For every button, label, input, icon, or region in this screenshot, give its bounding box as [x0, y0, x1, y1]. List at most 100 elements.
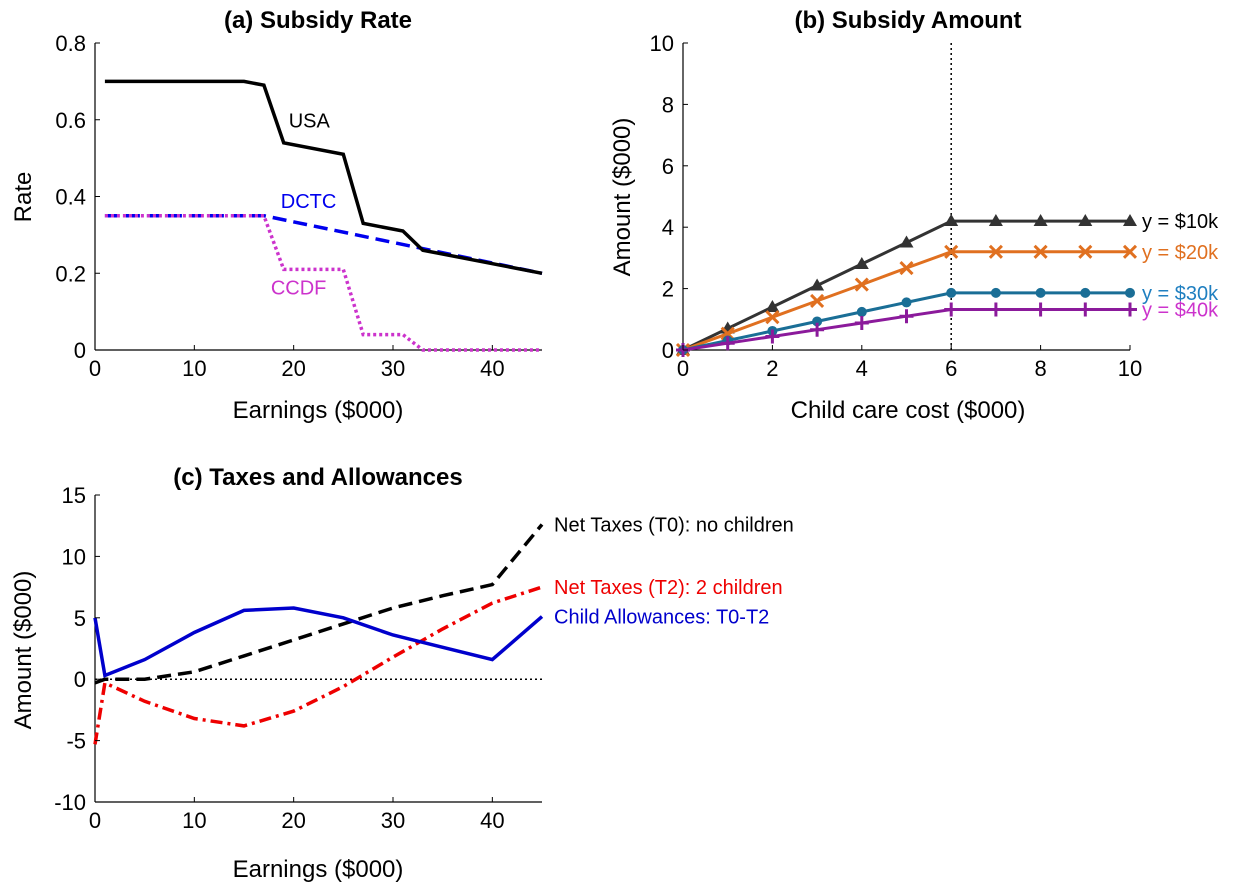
- y-tick-label: 0: [74, 667, 86, 692]
- series-marker-y-20k: [854, 277, 869, 292]
- series-marker-y-10k: [944, 214, 959, 227]
- series-marker-y-10k: [1078, 214, 1093, 227]
- series-marker-y-30k: [990, 287, 1001, 298]
- series-marker-y-10k: [854, 257, 869, 270]
- series-line-ccdf: [104, 213, 542, 352]
- y-tick-label: 4: [662, 215, 674, 240]
- series-marker-y-20k: [765, 310, 780, 325]
- panel-b-ylabel: Amount ($000): [609, 118, 636, 277]
- series-marker-y-30k: [1125, 287, 1135, 298]
- y-tick-label: 5: [74, 606, 86, 631]
- panel-b-label-20k: y = $20k: [1142, 242, 1219, 264]
- series-marker-y-20k: [1122, 244, 1138, 259]
- y-tick-label: 0.8: [55, 31, 86, 56]
- x-tick-label: 20: [281, 808, 305, 833]
- x-tick-label: 40: [480, 808, 504, 833]
- series-marker-y-40k: [1078, 302, 1093, 317]
- series-marker-y-10k: [810, 278, 825, 291]
- series-marker-y-40k: [1033, 302, 1048, 317]
- series-marker-y-30k: [1035, 287, 1046, 298]
- series-line-usa: [104, 79, 543, 276]
- panel-c-axes: [94, 495, 542, 803]
- panel-a-ticks: 0 10 20 30 40 0 0.2 0.4 0.6 0.8: [55, 31, 504, 381]
- series-marker-y-20k: [988, 244, 1003, 259]
- panel-b-label-30k: y = $30k: [1142, 283, 1219, 305]
- panel-a-annotation-dctc: DCTC: [281, 191, 337, 213]
- y-tick-label: 10: [650, 31, 674, 56]
- series-marker-y-30k: [812, 316, 823, 327]
- panel-b-axes: [682, 43, 1130, 351]
- y-tick-label: 0.6: [55, 108, 86, 133]
- panel-c-series: [93, 523, 544, 745]
- series-marker-y-20k: [899, 260, 914, 276]
- panel-b-label-40k: y = $40k: [1142, 299, 1219, 321]
- panel-c-title: (c) Taxes and Allowances: [173, 464, 462, 491]
- y-tick-label: 15: [62, 483, 86, 508]
- panel-c-ticks: 0 10 20 30 40 -10 -5 0 5 10 15: [54, 483, 504, 833]
- y-tick-label: 2: [662, 277, 674, 302]
- panel-a-annotation-usa: USA: [289, 110, 331, 132]
- series-marker-y-40k: [720, 336, 735, 351]
- series-line-net-taxes-t2-2-children: [93, 585, 543, 745]
- series-marker-y-10k: [1033, 214, 1048, 227]
- panel-c-label-net-taxes-t2: Net Taxes (T2): 2 children: [554, 577, 783, 599]
- panel-a-annotation-ccdf: CCDF: [271, 277, 327, 299]
- x-tick-label: 2: [766, 356, 778, 381]
- panel-a-xlabel: Earnings ($000): [233, 397, 404, 424]
- panel-c-label-net-taxes-t0: Net Taxes (T0): no children: [554, 514, 794, 536]
- panel-c-taxes-allowances: (c) Taxes and Allowances Earnings ($000)…: [10, 464, 794, 883]
- y-tick-label: 10: [62, 544, 86, 569]
- x-tick-label: 20: [281, 356, 305, 381]
- x-tick-label: 30: [381, 356, 405, 381]
- series-marker-y-30k: [1080, 287, 1091, 298]
- x-tick-label: 0: [89, 356, 101, 381]
- series-marker-y-40k: [1123, 302, 1137, 317]
- y-tick-label: 6: [662, 154, 674, 179]
- series-marker-y-40k: [944, 302, 959, 317]
- y-tick-label: 0: [74, 338, 86, 363]
- series-marker-y-40k: [854, 315, 869, 330]
- x-tick-label: 0: [89, 808, 101, 833]
- series-marker-y-40k: [899, 309, 914, 324]
- panel-a-title: (a) Subsidy Rate: [224, 7, 412, 34]
- panel-c-ylabel: Amount ($000): [10, 571, 37, 730]
- y-tick-label: 0: [662, 338, 674, 363]
- y-tick-label: 8: [662, 92, 674, 117]
- panel-b-subsidy-amount: (b) Subsidy Amount Child care cost ($000…: [609, 7, 1219, 424]
- x-tick-label: 4: [856, 356, 868, 381]
- series-marker-y-40k: [810, 322, 825, 337]
- series-marker-y-30k: [946, 287, 957, 298]
- y-tick-label: -10: [54, 790, 86, 815]
- series-marker-y-10k: [765, 300, 780, 313]
- series-line-net-taxes-t0-no-children: [94, 523, 544, 685]
- series-line-dctc: [104, 213, 543, 276]
- series-marker-y-10k: [899, 235, 914, 248]
- panel-a-ylabel: Rate: [10, 172, 37, 223]
- x-tick-label: 0: [677, 356, 689, 381]
- y-tick-label: -5: [66, 729, 86, 754]
- panel-b-title: (b) Subsidy Amount: [794, 7, 1021, 34]
- series-marker-y-20k: [1078, 244, 1093, 259]
- panel-a-subsidy-rate: (a) Subsidy Rate Earnings ($000) Rate 0 1…: [10, 7, 543, 424]
- series-marker-y-40k: [988, 302, 1003, 317]
- x-tick-label: 40: [480, 356, 504, 381]
- series-marker-y-20k: [1033, 244, 1048, 259]
- panel-b-label-10k: y = $10k: [1142, 211, 1219, 233]
- y-tick-label: 0.4: [55, 185, 86, 210]
- series-marker-y-30k: [856, 306, 867, 317]
- panel-b-series: [675, 43, 1138, 358]
- x-tick-label: 10: [182, 808, 206, 833]
- series-line-child-allowances-t0-t2: [93, 606, 544, 678]
- series-marker-y-40k: [765, 329, 780, 344]
- x-tick-label: 30: [381, 808, 405, 833]
- panel-c-label-child-allowances: Child Allowances: T0-T2: [554, 607, 769, 629]
- series-marker-y-20k: [944, 244, 959, 259]
- x-tick-label: 10: [1118, 356, 1142, 381]
- panel-c-xlabel: Earnings ($000): [233, 856, 404, 883]
- panel-a-series: [104, 79, 543, 352]
- series-marker-y-10k: [1123, 214, 1137, 227]
- series-marker-y-10k: [988, 214, 1003, 227]
- x-tick-label: 6: [945, 356, 957, 381]
- series-marker-y-30k: [901, 297, 912, 308]
